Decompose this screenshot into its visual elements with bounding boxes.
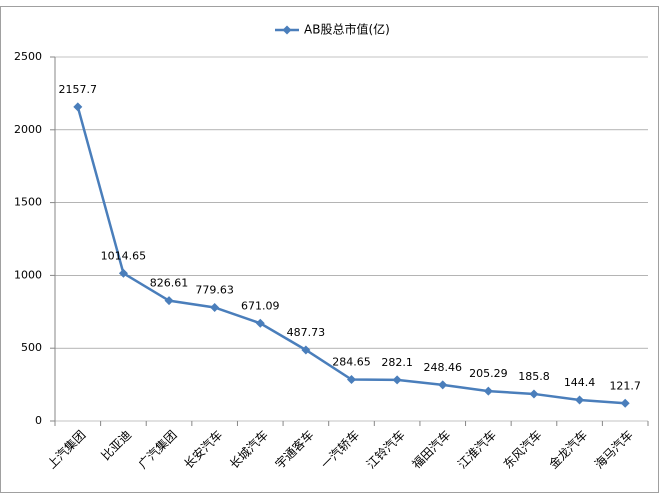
- legend: AB股总市值(亿): [275, 22, 390, 37]
- data-point: [392, 375, 402, 385]
- data-point: [164, 296, 174, 306]
- data-point: [301, 345, 311, 355]
- y-tick-label: 1500: [14, 196, 42, 209]
- data-label: 2157.7: [59, 83, 98, 96]
- legend-marker: [282, 25, 292, 35]
- data-point: [483, 386, 493, 396]
- data-label: 185.8: [518, 370, 550, 383]
- data-label: 1014.65: [101, 249, 147, 262]
- data-label: 671.09: [241, 299, 280, 312]
- legend-label: AB股总市值(亿): [304, 22, 390, 37]
- y-tick-label: 1000: [14, 268, 42, 281]
- data-point: [255, 318, 265, 328]
- data-point: [73, 102, 83, 112]
- y-tick-label: 2500: [14, 50, 42, 63]
- data-label: 284.65: [332, 356, 371, 369]
- data-point: [620, 398, 630, 408]
- y-tick-label: 0: [35, 414, 42, 427]
- y-tick-label: 2000: [14, 123, 42, 136]
- data-point: [575, 395, 585, 405]
- data-point: [118, 268, 128, 278]
- y-tick-label: 500: [21, 341, 42, 354]
- data-label: 282.1: [381, 356, 413, 369]
- data-label: 144.4: [564, 376, 596, 389]
- data-point: [210, 302, 220, 312]
- data-point: [529, 389, 539, 399]
- data-label: 487.73: [287, 326, 326, 339]
- data-label: 248.46: [423, 361, 462, 374]
- data-point: [347, 375, 356, 385]
- data-label: 205.29: [469, 367, 508, 380]
- data-label: 826.61: [150, 277, 189, 290]
- data-label: 121.7: [609, 379, 641, 392]
- data-label: 779.63: [195, 283, 234, 296]
- chart-frame: [0, 6, 659, 493]
- data-point: [438, 380, 448, 390]
